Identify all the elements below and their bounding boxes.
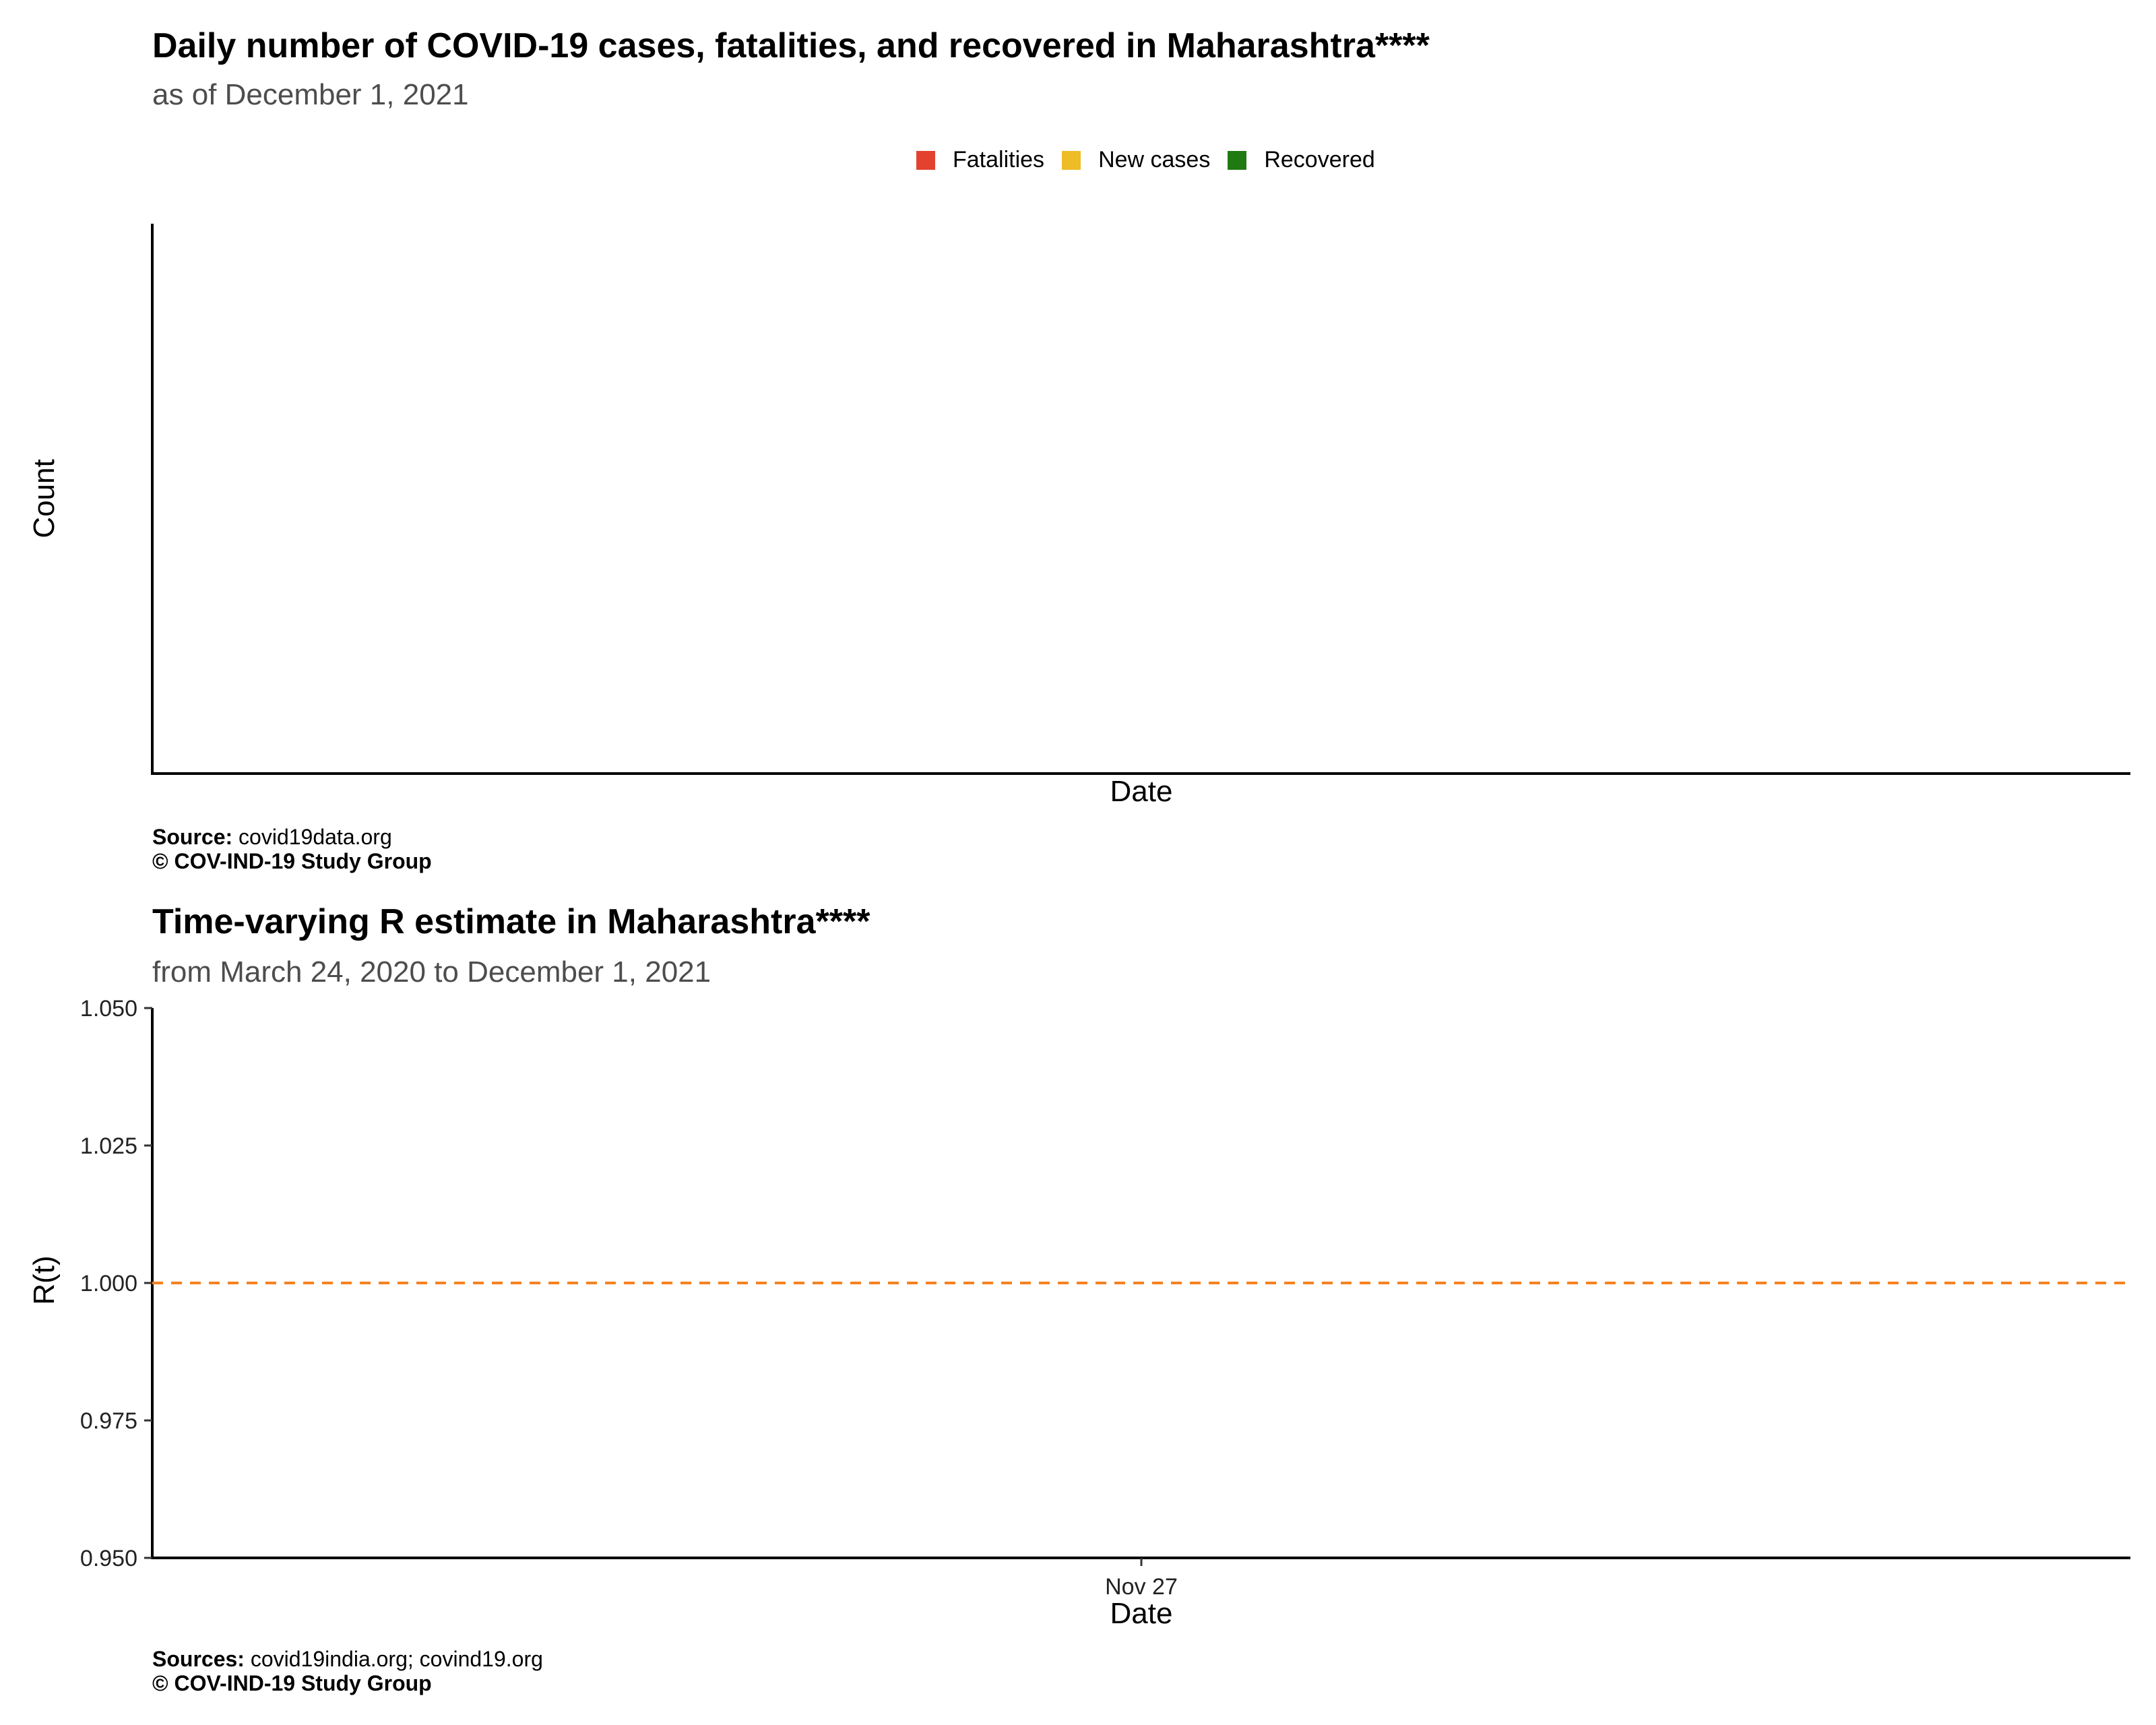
legend-item-fatalities: Fatalities xyxy=(916,147,1044,173)
chart1-caption-copyright-text: © COV-IND-19 Study Group xyxy=(152,849,432,873)
chart2-y-tick-label: 0.975 xyxy=(80,1408,137,1434)
chart1-x-axis-title: Date xyxy=(1110,775,1173,808)
legend-swatch-recovered xyxy=(1228,150,1247,170)
chart2-caption-copyright: © COV-IND-19 Study Group xyxy=(152,1671,432,1695)
chart2-y-tick-label: 1.025 xyxy=(80,1133,137,1159)
chart1-subtitle: as of December 1, 2021 xyxy=(152,78,469,111)
chart2-subtitle: from March 24, 2020 to December 1, 2021 xyxy=(152,955,711,989)
chart1-caption-source-text: covid19data.org xyxy=(232,825,392,849)
chart1-caption-source: Source: covid19data.org xyxy=(152,825,392,849)
chart2-caption-source-text: covid19india.org; covind19.org xyxy=(244,1647,543,1671)
chart2-caption-copyright-text: © COV-IND-19 Study Group xyxy=(152,1671,432,1695)
chart2-y-tick-label: 0.950 xyxy=(80,1546,137,1571)
chart2-caption-source: Sources: covid19india.org; covind19.org xyxy=(152,1647,543,1671)
chart1-legend: Fatalities New cases Recovered xyxy=(916,147,1393,173)
legend-swatch-new-cases xyxy=(1062,150,1081,170)
legend-item-new-cases: New cases xyxy=(1062,147,1210,173)
chart2-y-tick-label: 1.000 xyxy=(80,1271,137,1296)
chart2-caption-source-label: Sources: xyxy=(152,1647,245,1671)
chart1-caption-source-label: Source: xyxy=(152,825,233,849)
legend-label-fatalities: Fatalities xyxy=(953,147,1045,172)
legend-swatch-fatalities xyxy=(916,150,935,170)
legend-label-new-cases: New cases xyxy=(1098,147,1211,172)
chart2-x-tick-label: Nov 27 xyxy=(1105,1574,1178,1600)
chart2-title: Time-varying R estimate in Maharashtra**… xyxy=(152,902,870,941)
chart2-marks: 1.050 1.025 1.000 0.975 0.950 Nov 27 xyxy=(80,996,2130,1600)
chart1-title: Daily number of COVID-19 cases, fataliti… xyxy=(152,26,1430,65)
legend-item-recovered: Recovered xyxy=(1228,147,1375,173)
chart2-x-axis-title: Date xyxy=(1110,1597,1173,1630)
chart1-caption-copyright: © COV-IND-19 Study Group xyxy=(152,849,432,873)
chart2-y-tick-label: 1.050 xyxy=(80,996,137,1022)
legend-label-recovered: Recovered xyxy=(1264,147,1375,172)
